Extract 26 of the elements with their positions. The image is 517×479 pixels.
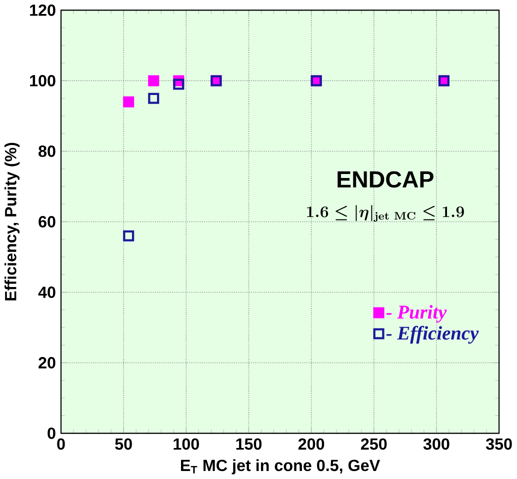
- y-tick-label: 20: [38, 357, 56, 369]
- x-tick-label: 150: [236, 438, 262, 450]
- y-axis-title: Efficiency, Purity (%): [4, 142, 20, 300]
- point: [123, 96, 134, 108]
- y-tick-label: 120: [30, 4, 56, 16]
- annotation: $\mathbf{1.6} \leq |\eta|_{\mathbf{jet\ MC}} \leq \mathbf{1.9}$: [306, 205, 464, 222]
- annotation: ENDCAP: [338, 171, 434, 188]
- y-tick-label: 100: [30, 75, 56, 87]
- point: [148, 92, 160, 104]
- x-tick-label: 0: [57, 438, 65, 450]
- point: [123, 230, 134, 242]
- x-tick-label: 50: [115, 438, 132, 450]
- x-tick-label: 100: [174, 438, 199, 450]
- point: [148, 75, 160, 86]
- x-tick-label: 350: [486, 438, 512, 450]
- x-tick-label: 200: [298, 438, 324, 450]
- x-tick-label: 300: [423, 438, 450, 450]
- legend-label: - Purity: [386, 305, 447, 323]
- y-tick-label: 40: [38, 286, 56, 298]
- y-tick-label: 80: [38, 146, 56, 158]
- legend-label: - Efficiency: [386, 326, 479, 344]
- x-tick-label: 250: [360, 438, 387, 450]
- y-tick-label: 0: [48, 428, 56, 440]
- y-tick-label: 60: [38, 216, 56, 228]
- x-axis-title: E$_{T}$ MC jet in cone 0.5, GeV: [181, 459, 380, 474]
- point: [173, 78, 184, 90]
